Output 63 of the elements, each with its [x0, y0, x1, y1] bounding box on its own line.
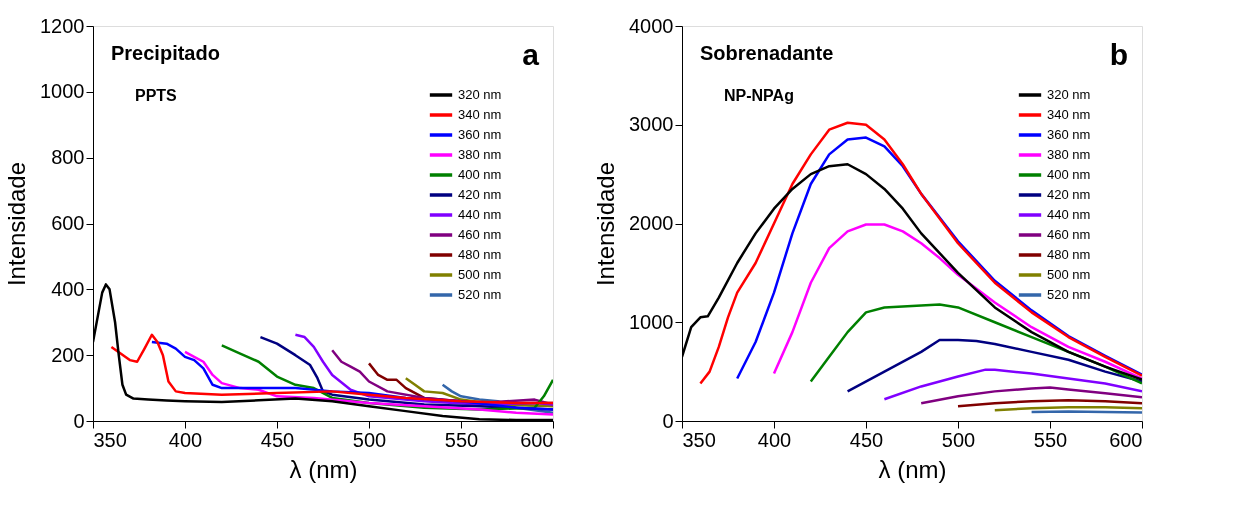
legend-label: 520 nm: [458, 287, 502, 302]
legend-label: 420 nm: [1047, 187, 1091, 202]
line-series: [772, 223, 1142, 380]
legend-label: 360 nm: [1047, 127, 1091, 142]
line-series: [919, 386, 1142, 405]
x-tick-label: 450: [849, 428, 884, 451]
x-tick-label: 350: [682, 428, 716, 451]
legend-label: 440 nm: [1047, 207, 1091, 222]
legend-label: 380 nm: [1047, 147, 1091, 162]
legend-label: 480 nm: [1047, 247, 1091, 262]
annotation: b: [1109, 38, 1128, 71]
line-series: [183, 350, 553, 416]
x-tick-label: 500: [941, 428, 976, 451]
annotation: PPTS: [135, 87, 178, 104]
x-tick-label: 400: [757, 428, 792, 451]
y-axis-title: Intensidade: [592, 161, 620, 287]
y-tick-label: 0: [73, 409, 85, 432]
legend-label: 420 nm: [458, 187, 502, 202]
legend-label: 380 nm: [458, 147, 502, 162]
x-tick-label: 600: [1109, 428, 1143, 451]
annotation: Precipitado: [111, 42, 220, 64]
y-tick-label: 3000: [629, 113, 674, 136]
line-series: [699, 121, 1142, 385]
x-tick-label: 550: [444, 428, 479, 451]
y-tick-label: 2000: [629, 212, 674, 234]
legend-label: 320 nm: [1047, 87, 1091, 102]
annotation: Sobrenadante: [700, 42, 834, 64]
x-axis-title: λ (nm): [878, 455, 947, 483]
x-tick-label: 600: [520, 428, 554, 451]
y-axis-title: Intensidade: [3, 161, 31, 287]
legend-label: 500 nm: [1047, 267, 1091, 282]
y-tick-label: 1000: [629, 310, 674, 333]
x-tick-label: 550: [1033, 428, 1068, 451]
legend-label: 340 nm: [1047, 107, 1091, 122]
y-tick-label: 800: [51, 146, 85, 169]
y-tick-label: 600: [51, 212, 85, 234]
line-series: [883, 368, 1142, 401]
x-tick-label: 500: [352, 428, 387, 451]
legend-label: 460 nm: [458, 227, 502, 242]
legend-label: 460 nm: [1047, 227, 1091, 242]
legend-label: 360 nm: [458, 127, 502, 142]
x-tick-label: 350: [93, 428, 127, 451]
legend-label: 520 nm: [1047, 287, 1091, 302]
line-series: [846, 338, 1142, 393]
annotation: NP-NPAg: [724, 87, 794, 104]
legend-label: 440 nm: [458, 207, 502, 222]
legend-label: 320 nm: [458, 87, 502, 102]
y-tick-label: 1200: [40, 14, 85, 37]
x-tick-label: 400: [168, 428, 203, 451]
y-tick-label: 400: [51, 277, 85, 300]
legend-label: 400 nm: [1047, 167, 1091, 182]
x-axis-title: λ (nm): [289, 455, 358, 483]
legend-label: 500 nm: [458, 267, 502, 282]
line-series: [110, 333, 553, 405]
x-tick-label: 450: [260, 428, 295, 451]
annotation: a: [522, 38, 540, 71]
y-tick-label: 1000: [40, 80, 85, 103]
legend-label: 480 nm: [458, 247, 502, 262]
legend-label: 400 nm: [458, 167, 502, 182]
legend-label: 340 nm: [458, 107, 502, 122]
y-tick-label: 0: [662, 409, 674, 432]
y-tick-label: 4000: [629, 14, 674, 37]
y-tick-label: 200: [51, 343, 85, 366]
